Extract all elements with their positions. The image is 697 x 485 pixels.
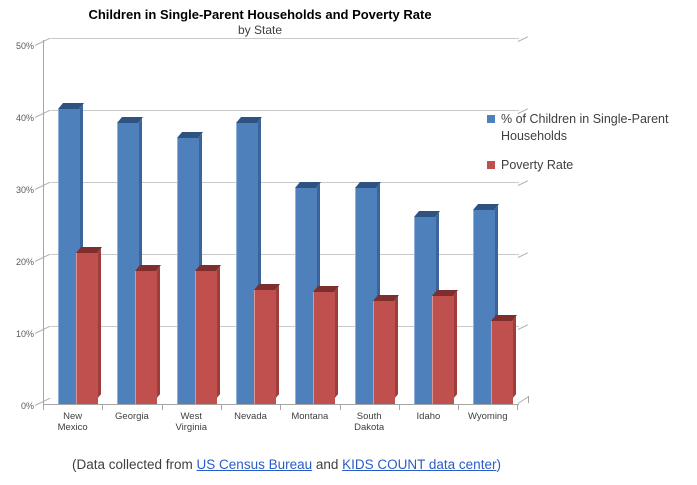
bar-single-parent-idaho bbox=[413, 216, 436, 404]
bar-poverty-rate-new-mexico bbox=[76, 252, 98, 404]
x-tick-mark bbox=[102, 405, 104, 410]
bar-single-parent-montana bbox=[295, 188, 318, 404]
x-tick-mark bbox=[220, 405, 222, 410]
x-axis-label-south-dakota: South Dakota bbox=[354, 411, 385, 433]
x-axis-line bbox=[43, 404, 519, 405]
red-square-icon bbox=[487, 161, 495, 169]
legend-item-single-parent: % of Children in Single-Parent Household… bbox=[487, 111, 692, 145]
x-tick-mark bbox=[339, 405, 341, 410]
gridline-10% bbox=[51, 326, 519, 327]
y-axis-label: 40% bbox=[15, 113, 34, 123]
x-tick-mark bbox=[280, 405, 282, 410]
bar-poverty-rate-montana bbox=[313, 292, 336, 404]
bar-poverty-rate-wyoming bbox=[491, 321, 514, 404]
y-axis-label: 20% bbox=[15, 257, 34, 267]
chart-legend: % of Children in Single-Parent Household… bbox=[487, 111, 692, 186]
footer-text: ) bbox=[496, 457, 501, 472]
x-tick-mark bbox=[161, 405, 163, 410]
legend-label: Poverty Rate bbox=[501, 158, 574, 172]
data-source-note: (Data collected from US Census Bureau an… bbox=[72, 457, 501, 472]
x-tick-mark bbox=[398, 405, 400, 410]
bar-poverty-rate-west-virginia bbox=[194, 270, 217, 404]
x-axis-label-nevada: Nevada bbox=[234, 411, 267, 422]
bar-poverty-rate-idaho bbox=[431, 296, 454, 404]
bar-single-parent-nevada bbox=[235, 123, 258, 404]
footer-text: and bbox=[312, 457, 343, 472]
x-tick-mark bbox=[458, 405, 460, 410]
footer-text: (Data collected from bbox=[72, 457, 197, 472]
bar-poverty-rate-south-dakota bbox=[372, 301, 395, 404]
chart-subtitle: by State bbox=[237, 23, 283, 37]
floor-corner-edge bbox=[528, 396, 529, 403]
gridline-50% bbox=[51, 38, 519, 39]
blue-square-icon bbox=[487, 115, 495, 123]
gridline-30% bbox=[51, 182, 519, 183]
y-axis-label: 0% bbox=[20, 401, 34, 411]
gridline-20% bbox=[51, 254, 519, 255]
x-axis-label-west-virginia: West Virginia bbox=[175, 411, 207, 433]
x-axis-label-new-mexico: New Mexico bbox=[57, 411, 88, 433]
bar-single-parent-wyoming bbox=[473, 209, 496, 404]
legend-item-poverty-rate: Poverty Rate bbox=[487, 157, 692, 174]
x-axis-label-georgia: Georgia bbox=[115, 411, 149, 422]
legend-label: % of Children in Single-Parent Household… bbox=[501, 112, 669, 143]
x-axis-label-wyoming: Wyoming bbox=[467, 411, 508, 422]
x-axis-label-idaho: Idaho bbox=[416, 411, 441, 422]
x-tick-mark bbox=[43, 405, 44, 410]
gridline-depth-edge bbox=[517, 324, 529, 330]
y-axis-label: 50% bbox=[15, 41, 34, 51]
census-bureau-link[interactable]: US Census Bureau bbox=[196, 457, 313, 472]
bar-single-parent-south-dakota bbox=[354, 188, 377, 404]
gridline-depth-edge bbox=[517, 252, 529, 258]
x-axis-label-montana: Montana bbox=[291, 411, 329, 422]
y-axis-label: 30% bbox=[15, 185, 34, 195]
bar-poverty-rate-nevada bbox=[253, 290, 276, 404]
bar-single-parent-georgia bbox=[117, 123, 140, 404]
kids-count-link[interactable]: KIDS COUNT data center bbox=[342, 457, 497, 472]
gridline-depth-edge bbox=[517, 36, 529, 42]
y-axis-line bbox=[43, 40, 44, 404]
bar-single-parent-new-mexico bbox=[58, 108, 80, 404]
gridline-40% bbox=[51, 110, 519, 111]
chart-title: Children in Single-Parent Households and… bbox=[88, 7, 432, 22]
x-tick-mark bbox=[517, 405, 519, 410]
y-axis-label: 10% bbox=[15, 329, 34, 339]
bar-poverty-rate-georgia bbox=[135, 270, 158, 404]
bar-single-parent-west-virginia bbox=[176, 137, 199, 404]
